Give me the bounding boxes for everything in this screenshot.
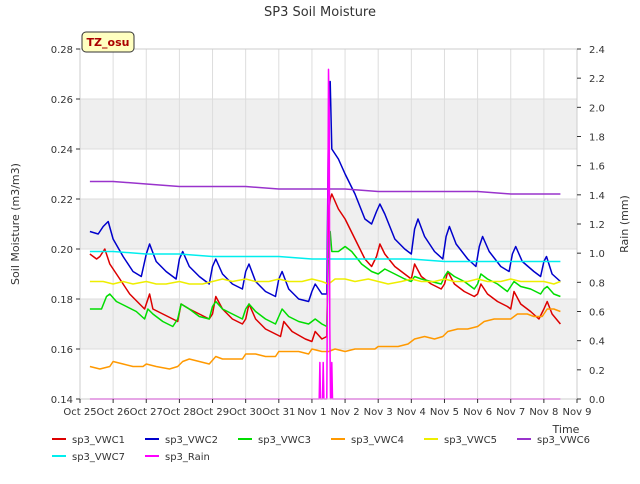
x-axis-label: Time xyxy=(552,423,580,436)
y2-tick-label: 0.6 xyxy=(589,308,605,319)
x-tick-label: Oct 25 xyxy=(63,407,96,418)
x-tick-label: Nov 1 xyxy=(297,407,326,418)
y-axis-label: Soil Moisture (m3/m3) xyxy=(9,163,22,285)
site-label: TZ_osu xyxy=(87,36,130,49)
legend-label-sp3_VWC4: sp3_VWC4 xyxy=(351,435,404,446)
series-line-sp3_Rain xyxy=(89,68,561,400)
series-line-sp3_VWC6 xyxy=(89,180,561,195)
x-tick-label: Nov 3 xyxy=(364,407,393,418)
y-tick-label: 0.26 xyxy=(51,95,73,106)
y2-axis-label: Rain (mm) xyxy=(618,195,631,253)
legend-label-sp3_VWC3: sp3_VWC3 xyxy=(258,435,311,446)
x-tick-label: Nov 9 xyxy=(562,407,591,418)
x-tick-label: Oct 29 xyxy=(196,407,229,418)
legend-label-sp3_VWC6: sp3_VWC6 xyxy=(537,435,590,446)
x-axis-ticks: Oct 25 Oct 26 Oct 27 Oct 28 Oct 29 Oct 30 Oct … xyxy=(63,399,592,418)
y2-tick-label: 2.0 xyxy=(589,103,605,114)
y-tick-label: 0.18 xyxy=(51,295,73,306)
x-tick-label: Nov 7 xyxy=(496,407,525,418)
y2-tick-label: 1.0 xyxy=(589,249,605,260)
x-tick-label: Nov 8 xyxy=(529,407,558,418)
x-tick-label: Oct 31 xyxy=(262,407,295,418)
x-tick-label: Oct 28 xyxy=(163,407,196,418)
chart-title: SP3 Soil Moisture xyxy=(264,5,376,20)
x-tick-label: Oct 27 xyxy=(130,407,163,418)
y2-tick-label: 1.6 xyxy=(589,162,605,173)
x-tick-label: Nov 2 xyxy=(331,407,360,418)
series-line-sp3_VWC4 xyxy=(89,308,561,370)
legend: sp3_VWC1 sp3_VWC2 sp3_VWC3 sp3_VWC4 sp3_VWC5… xyxy=(52,435,590,463)
x-tick-label: Oct 30 xyxy=(229,407,262,418)
legend-label-sp3_VWC1: sp3_VWC1 xyxy=(72,435,125,446)
y2-tick-label: 1.8 xyxy=(589,133,605,144)
y-axis-ticks: 0.14 0.16 0.18 0.20 0.22 0.24 0.26 0.28 xyxy=(51,45,80,406)
x-tick-label: Nov 5 xyxy=(430,407,459,418)
y-tick-label: 0.22 xyxy=(51,195,73,206)
y2-tick-label: 2.4 xyxy=(589,45,605,56)
y-tick-label: 0.20 xyxy=(51,245,73,256)
series-lines xyxy=(89,68,561,400)
site-label-box: TZ_osu xyxy=(81,31,135,53)
series-line-sp3_VWC5 xyxy=(89,278,561,285)
x-tick-label: Nov 6 xyxy=(463,407,492,418)
x-tick-label: Nov 4 xyxy=(397,407,426,418)
y-tick-label: 0.16 xyxy=(51,345,73,356)
legend-label-sp3_VWC2: sp3_VWC2 xyxy=(165,435,218,446)
y2-tick-label: 1.4 xyxy=(589,191,605,202)
y-tick-label: 0.28 xyxy=(51,45,73,56)
y2-tick-label: 0.2 xyxy=(589,366,605,377)
y2-tick-label: 2.2 xyxy=(589,74,605,85)
background-band xyxy=(80,299,577,349)
y2-tick-label: 0.4 xyxy=(589,337,605,348)
y-tick-label: 0.14 xyxy=(51,395,73,406)
legend-label-sp3_VWC5: sp3_VWC5 xyxy=(444,435,497,446)
series-line-sp3_VWC7 xyxy=(89,250,561,263)
legend-label-sp3_Rain: sp3_Rain xyxy=(165,452,210,463)
x-tick-label: Oct 26 xyxy=(97,407,130,418)
y2-tick-label: 0.8 xyxy=(589,278,605,289)
y2-axis-ticks: 0.0 0.2 0.4 0.6 0.8 1.0 1.2 1.4 1.6 1.8 2.0 2.2 2.4 xyxy=(577,45,605,406)
y2-tick-label: 0.0 xyxy=(589,395,605,406)
y2-tick-label: 1.2 xyxy=(589,220,605,231)
legend-label-sp3_VWC7: sp3_VWC7 xyxy=(72,452,125,463)
y-tick-label: 0.24 xyxy=(51,145,73,156)
